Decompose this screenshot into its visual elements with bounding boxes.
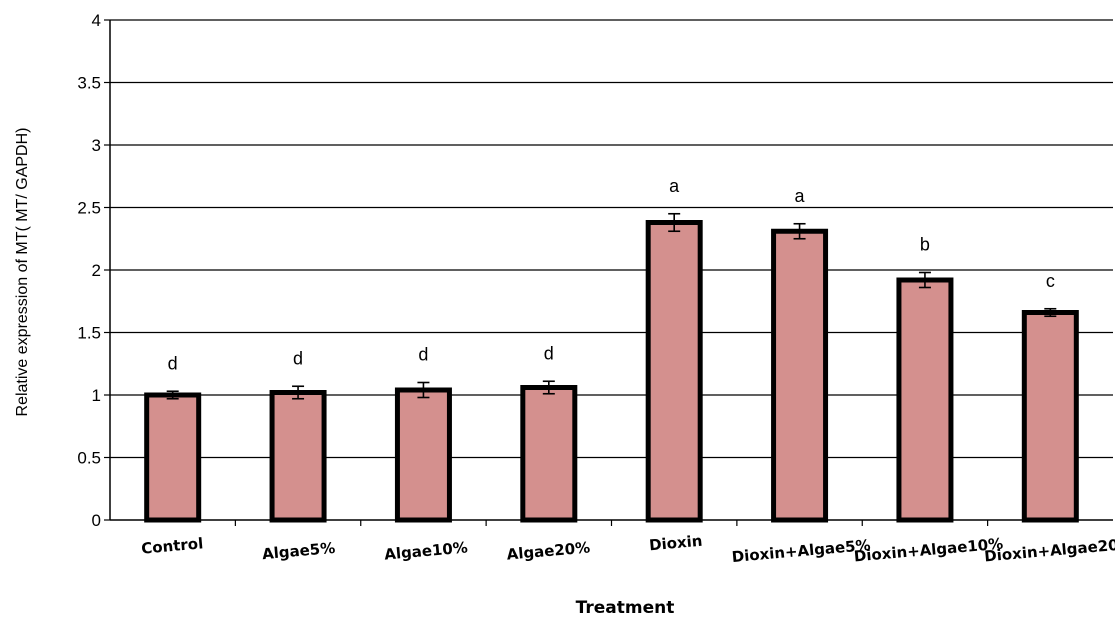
x-tick-labels: Control Algae5% Algae10% Algae20% Dioxin Diox…: [141, 532, 1115, 566]
bar: [394, 387, 452, 523]
x-tick-label: Dioxin+Algae5%: [731, 536, 871, 566]
y-tick-label: 1.5: [77, 324, 101, 343]
y-tick-label: 4: [92, 11, 101, 30]
y-tick-label: 0: [92, 511, 101, 530]
x-tick-label: Dioxin: [648, 532, 703, 555]
x-tick-label: Dioxin+Algae20%: [984, 535, 1115, 566]
bar: [520, 385, 578, 523]
bar: [269, 390, 327, 523]
bar: [1021, 310, 1079, 523]
significance-label: a: [669, 176, 680, 196]
x-axis-label: Treatment: [576, 598, 675, 618]
significance-label: d: [293, 348, 303, 368]
y-tick-labels: 0 0.5 1 1.5 2 2.5 3 3.5 4: [77, 11, 101, 530]
x-tick-label: Algae5%: [261, 539, 336, 563]
significance-label: d: [168, 353, 178, 373]
x-tick-label: Dioxin+Algae10%: [853, 535, 1004, 566]
significance-labels: d d d d a a b c: [168, 176, 1055, 374]
gridlines: [110, 19, 1113, 459]
bars: [144, 212, 1079, 523]
significance-label: b: [920, 235, 930, 255]
x-tick-label: Algae20%: [506, 538, 591, 563]
y-tick-label: 3: [92, 136, 101, 155]
y-tick-label: 2: [92, 261, 101, 280]
significance-label: d: [418, 345, 428, 365]
y-tick-label: 2.5: [77, 199, 101, 218]
bar: [645, 220, 703, 523]
bar: [896, 277, 954, 523]
y-axis-label: Relative expression of MT( MT/ GAPDH): [14, 128, 31, 417]
bar: [771, 228, 829, 523]
y-tick-label: 1: [92, 386, 101, 405]
y-tick-label: 0.5: [77, 449, 101, 468]
axes: [104, 19, 1113, 526]
x-tick-label: Algae10%: [384, 538, 469, 563]
significance-label: d: [544, 343, 554, 363]
bar: [144, 392, 202, 523]
significance-label: c: [1046, 271, 1055, 291]
y-tick-label: 3.5: [77, 74, 101, 93]
x-tick-label: Control: [141, 534, 204, 557]
significance-label: a: [795, 186, 806, 206]
